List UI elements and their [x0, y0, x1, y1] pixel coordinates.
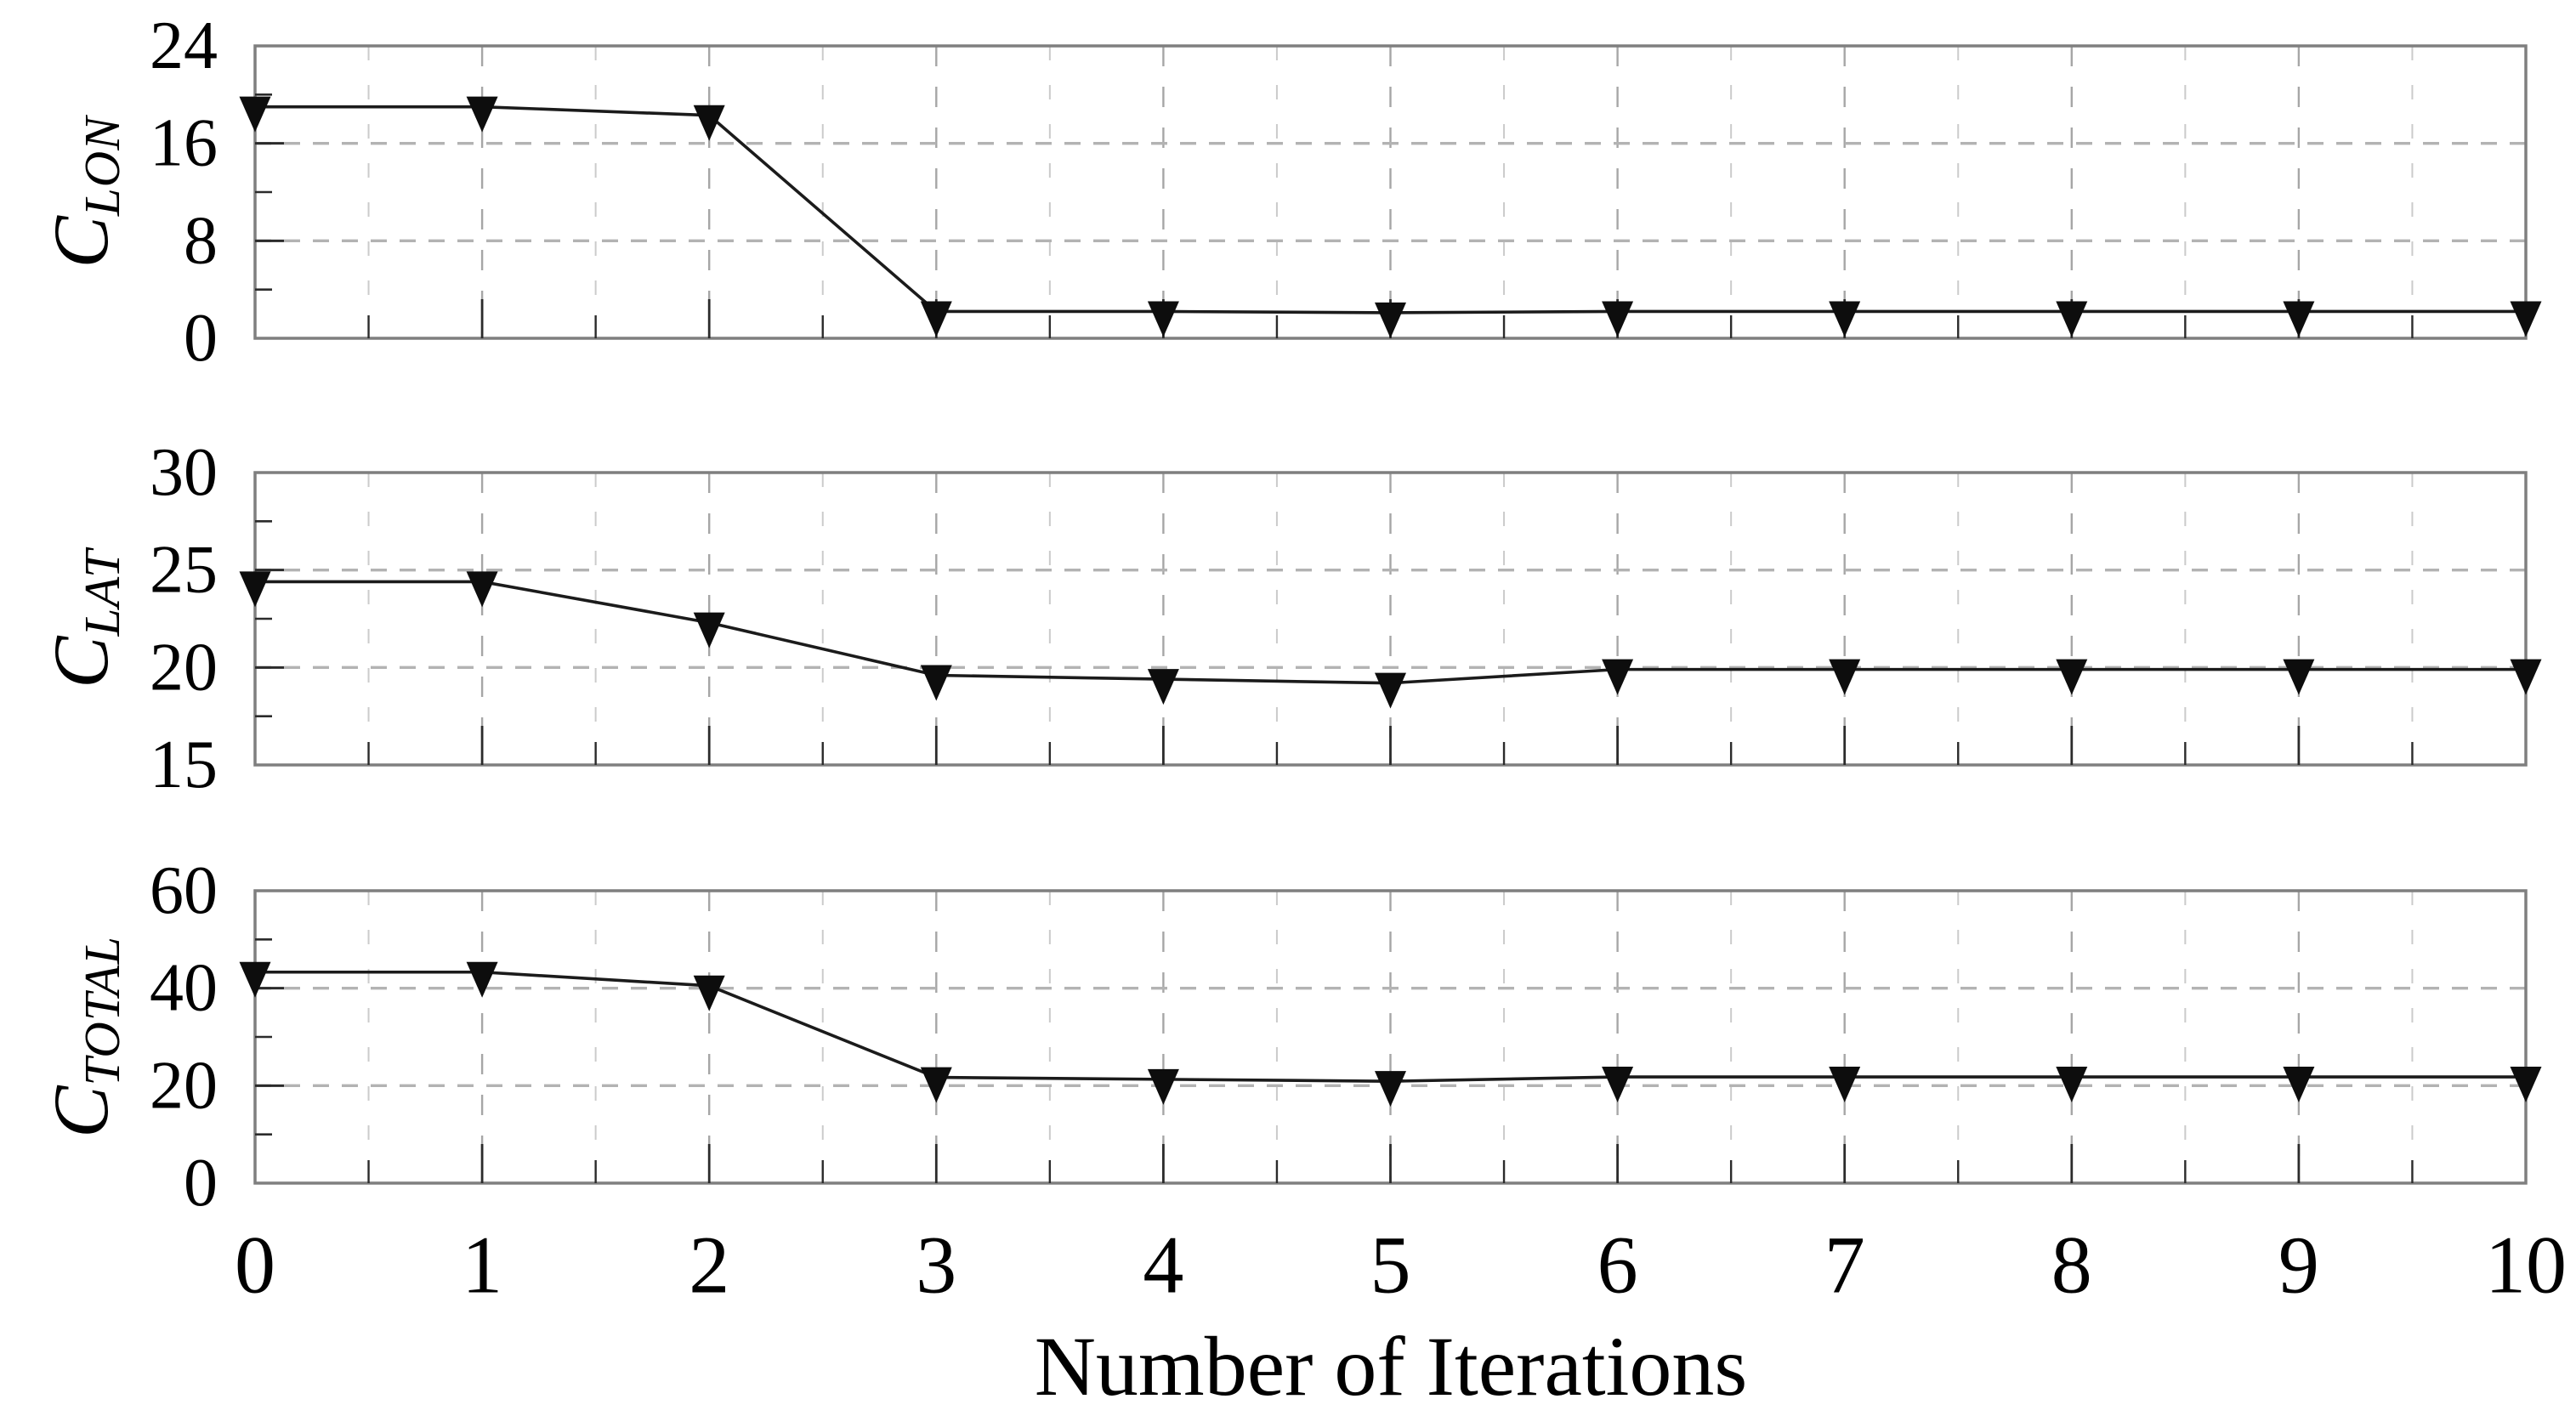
- data-marker: [2283, 1067, 2315, 1103]
- x-tick-label: 6: [1597, 1220, 1638, 1311]
- y-axis-label-subscript: LON: [75, 116, 131, 217]
- y-tick-label: 60: [150, 853, 218, 928]
- data-marker: [1147, 301, 1179, 337]
- y-tick-label: 20: [150, 630, 218, 705]
- data-marker: [2056, 1067, 2088, 1103]
- data-marker: [2510, 301, 2542, 337]
- y-axis-label-main: C: [37, 216, 124, 269]
- y-tick-labels: 60 40 20 0: [150, 853, 218, 1221]
- data-marker: [2510, 659, 2542, 695]
- x-major-gridlines: [480, 891, 2301, 1183]
- data-marker: [693, 975, 725, 1011]
- data-markers: [239, 96, 2542, 338]
- y-tick-label: 20: [150, 1048, 218, 1123]
- y-tick-label: 0: [184, 1146, 218, 1221]
- data-marker: [2056, 301, 2088, 337]
- subplot-c-lat: 30 25 20 15: [150, 435, 2542, 802]
- x-tick-label: 1: [462, 1220, 502, 1311]
- data-marker: [2283, 301, 2315, 337]
- data-marker: [466, 571, 498, 608]
- data-marker: [239, 96, 271, 133]
- y-tick-label: 25: [150, 533, 218, 608]
- data-marker: [693, 612, 725, 649]
- x-tick-label: 8: [2051, 1220, 2092, 1311]
- y-tick-label: 40: [150, 951, 218, 1026]
- data-marker: [239, 571, 271, 608]
- x-ticks: [367, 726, 2414, 765]
- x-ticks: [367, 1144, 2414, 1183]
- y-ticks: [255, 93, 284, 291]
- data-marker: [1147, 669, 1179, 705]
- data-marker: [1602, 1067, 1634, 1103]
- data-marker: [1375, 1071, 1406, 1107]
- data-marker: [1829, 1067, 1861, 1103]
- x-tick-label: 4: [1143, 1220, 1183, 1311]
- y-tick-label: 0: [184, 301, 218, 376]
- x-major-gridlines: [480, 46, 2301, 338]
- y-tick-label: 15: [150, 728, 218, 802]
- x-axis-title: Number of Iterations: [1034, 1319, 1748, 1413]
- data-marker: [2283, 659, 2315, 695]
- y-axis-label-c-lon: CLON: [37, 116, 131, 269]
- x-tick-label: 10: [2485, 1220, 2567, 1311]
- x-minor-gridlines: [367, 891, 2414, 1183]
- y-axis-label-subscript: LAT: [75, 549, 131, 637]
- data-marker: [920, 301, 952, 337]
- data-marker: [1375, 302, 1406, 338]
- x-tick-label: 9: [2278, 1220, 2319, 1311]
- y-axis-label-c-total: CTOTAL: [37, 936, 131, 1138]
- data-marker: [920, 1067, 952, 1103]
- y-gridlines: [255, 568, 2526, 670]
- subplot-c-lon: 24 16 8 0: [150, 8, 2542, 376]
- y-tick-label: 8: [184, 203, 218, 278]
- data-marker: [1147, 1068, 1179, 1105]
- x-minor-gridlines: [367, 46, 2414, 338]
- y-tick-label: 24: [150, 8, 218, 83]
- y-tick-label: 16: [150, 106, 218, 181]
- data-marker: [920, 665, 952, 701]
- data-markers: [239, 961, 2542, 1107]
- y-axis-label-c-lat: CLAT: [37, 549, 131, 688]
- x-tick-label: 5: [1370, 1220, 1411, 1311]
- x-tick-label: 2: [689, 1220, 729, 1311]
- y-axis-label-subscript: TOTAL: [75, 936, 131, 1086]
- data-marker: [1375, 672, 1406, 709]
- data-marker: [1829, 301, 1861, 337]
- data-marker: [1602, 659, 1634, 695]
- data-marker: [466, 961, 498, 998]
- x-tick-label: 3: [916, 1220, 956, 1311]
- data-marker: [2510, 1067, 2542, 1103]
- data-marker: [1602, 301, 1634, 337]
- y-axis-label-main: C: [37, 1085, 124, 1138]
- x-tick-label: 0: [235, 1220, 275, 1311]
- y-ticks: [255, 520, 284, 717]
- data-marker: [466, 96, 498, 133]
- y-tick-labels: 30 25 20 15: [150, 435, 218, 802]
- y-ticks: [255, 938, 284, 1136]
- x-tick-labels: 0 1 2 3 4 5 6 7 8 9 10: [235, 1220, 2567, 1311]
- data-markers: [239, 571, 2542, 709]
- y-tick-labels: 24 16 8 0: [150, 8, 218, 376]
- x-major-gridlines: [480, 473, 2301, 765]
- y-axis-label-main: C: [37, 636, 124, 688]
- y-tick-label: 30: [150, 435, 218, 510]
- x-minor-gridlines: [367, 473, 2414, 765]
- subplot-c-total: 60 40 20 0: [150, 853, 2542, 1221]
- data-marker: [2056, 659, 2088, 695]
- data-marker: [1829, 659, 1861, 695]
- data-marker: [239, 961, 271, 998]
- x-tick-label: 7: [1824, 1220, 1865, 1311]
- y-gridlines: [255, 141, 2526, 243]
- data-marker: [693, 105, 725, 141]
